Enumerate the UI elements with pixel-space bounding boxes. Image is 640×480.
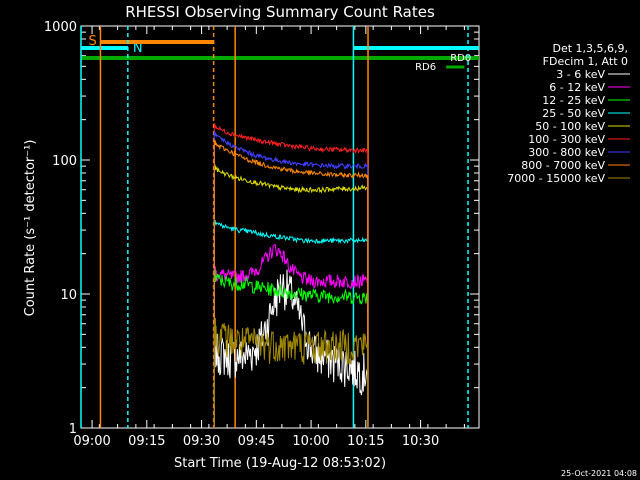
series-line-4 — [213, 163, 369, 428]
legend-header-1: Det 1,3,5,6,9, — [552, 42, 628, 55]
legend-label-1: 6 - 12 keV — [549, 81, 605, 94]
plot-frame — [80, 25, 480, 429]
x-tick-label-6: 10:30 — [402, 434, 439, 449]
legend-label-7: 800 - 7000 keV — [521, 159, 605, 172]
series-line-8 — [213, 317, 369, 428]
y-tick-label-3: 1000 — [44, 20, 77, 35]
legend-header-2: FDecim 1, Att 0 — [543, 55, 628, 68]
y-tick-label-1: 10 — [60, 288, 77, 303]
legend-label-5: 100 - 300 keV — [528, 133, 605, 146]
series-line-3 — [213, 219, 369, 428]
y-tick-label-2: 100 — [52, 154, 77, 169]
series-line-5 — [213, 122, 369, 428]
series-line-2 — [213, 269, 369, 428]
legend-label-0: 3 - 6 keV — [556, 68, 605, 81]
x-tick-label-5: 10:15 — [347, 434, 384, 449]
series-line-7 — [213, 139, 369, 428]
legend-label-6: 300 - 800 keV — [528, 146, 605, 159]
x-axis-label: Start Time (19-Aug-12 08:53:02) — [174, 456, 386, 471]
legend-label-2: 12 - 25 keV — [542, 94, 605, 107]
night-label: N — [133, 41, 143, 56]
y-tick-label-0: 1 — [69, 422, 77, 437]
rd6-label: RD6 — [415, 62, 436, 73]
series-line-6 — [213, 131, 369, 428]
series-line-1 — [213, 243, 369, 428]
x-tick-label-4: 10:00 — [292, 434, 329, 449]
x-tick-label-0: 09:00 — [73, 434, 110, 449]
legend-label-3: 25 - 50 keV — [542, 107, 605, 120]
series-line-0 — [213, 269, 369, 428]
rd0-label: RD0 — [450, 53, 471, 64]
plot-area: 1 10 100 1000 09:00 09:15 09:30 09:45 10:00 10:15… — [44, 20, 480, 449]
x-tick-label-1: 09:15 — [128, 434, 165, 449]
timestamp: 25-Oct-2021 04:08 — [561, 469, 637, 478]
x-tick-label-3: 09:45 — [238, 434, 275, 449]
legend-label-4: 50 - 100 keV — [535, 120, 605, 133]
saa-label: S — [88, 34, 96, 49]
chart-title: RHESSI Observing Summary Count Rates — [125, 3, 435, 21]
x-tick-label-2: 09:30 — [183, 434, 220, 449]
legend-label-8: 7000 - 15000 keV — [507, 172, 605, 185]
y-axis-label: Count Rate (s⁻¹ detector⁻¹) — [23, 140, 38, 317]
